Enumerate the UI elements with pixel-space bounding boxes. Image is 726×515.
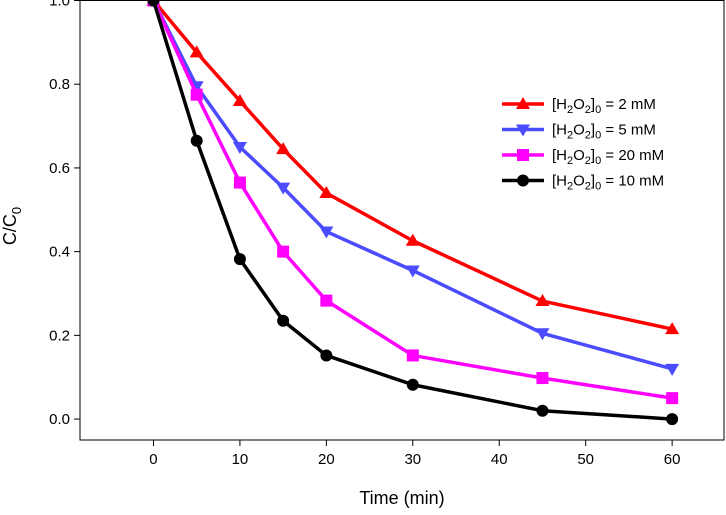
data-point [406,378,419,391]
legend-item: [H2O2]0 = 2 mM [502,96,656,116]
legend-label: [H2O2]0 = 20 mM [552,147,664,167]
y-tick-label: 0.2 [49,327,70,344]
y-tick-label: 0.6 [49,160,70,177]
data-point [536,372,549,385]
legend-marker [517,174,529,187]
x-tick-label: 60 [664,451,681,468]
data-point [536,404,549,417]
data-point [320,294,333,307]
data-point [406,349,419,362]
data-point [189,45,204,58]
legend-label: [H2O2]0 = 2 mM [552,96,656,116]
plot-frame [79,0,725,441]
data-point [319,186,334,199]
data-point [405,265,420,278]
x-axis: 0 10 20 30 40 50 60 [149,440,680,468]
data-point [233,176,246,189]
y-axis: 0.0 0.2 0.4 0.6 0.8 1.0 [49,0,80,428]
series-layer [146,0,680,426]
data-point [319,226,334,239]
legend-item: [H2O2]0 = 20 mM [502,147,664,167]
x-axis-title: Time (min) [359,488,444,508]
data-point [276,142,291,155]
data-point [232,93,247,106]
data-point [535,294,550,307]
legend-item: [H2O2]0 = 5 mM [502,122,656,142]
data-point [535,328,550,341]
data-point [405,233,420,246]
x-tick-label: 20 [318,451,335,468]
x-tick-label: 30 [404,451,421,468]
data-point [232,142,247,154]
series-line [151,0,673,400]
series-0 [146,0,680,335]
data-point [666,392,679,405]
data-point [147,0,160,7]
data-point [190,134,203,147]
series-2 [147,0,679,405]
y-axis-title: C/C0 [0,207,24,245]
x-tick-label: 50 [577,451,594,468]
x-tick-label: 10 [232,451,249,468]
data-point [665,363,680,376]
y-tick-label: 0.8 [49,76,70,93]
series-3 [147,0,679,426]
data-point [277,245,290,258]
y-tick-label: 1.0 [49,0,70,10]
y-tick-label: 0.0 [49,411,70,428]
data-point [665,322,680,335]
data-point [320,349,333,362]
legend-marker [517,149,529,161]
data-point [276,182,291,195]
x-tick-label: 0 [149,451,157,468]
legend-item: [H2O2]0 = 10 mM [502,173,664,193]
x-tick-label: 40 [491,451,508,468]
data-point [277,314,290,327]
data-point [666,413,679,426]
series-line [151,0,673,371]
legend-marker [516,124,530,137]
series-line [151,0,673,421]
data-point [233,253,246,266]
legend-label: [H2O2]0 = 5 mM [552,122,656,142]
series-line [152,0,673,331]
y-tick-label: 0.4 [49,244,70,261]
data-point [190,88,203,101]
legend-label: [H2O2]0 = 10 mM [552,173,664,193]
legend-marker [516,97,530,109]
legend: [H2O2]0 = 2 mM [H2O2]0 = 5 mM [H2O2]0 = 20… [502,96,664,193]
